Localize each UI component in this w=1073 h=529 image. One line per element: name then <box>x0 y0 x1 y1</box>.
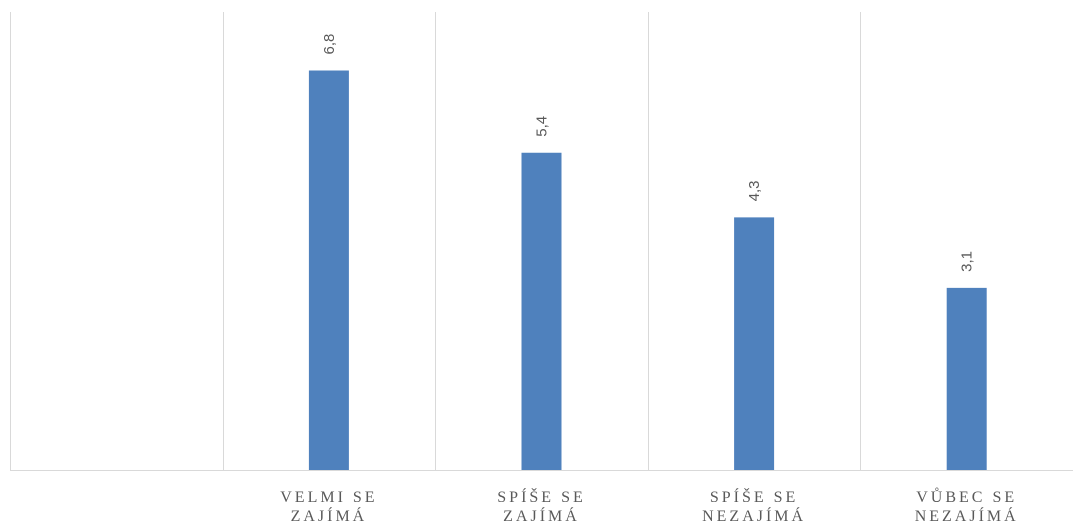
data-label: 4,3 <box>746 181 763 202</box>
x-tick-label-line: ZAJÍMÁ <box>291 506 368 525</box>
bar <box>946 287 987 470</box>
x-tick-label-line: NEZAJÍMÁ <box>915 506 1019 525</box>
bar <box>521 152 562 470</box>
vertical-gridlines <box>10 12 861 470</box>
data-label: 3,1 <box>959 251 976 272</box>
x-tick-label-line: VELMI SE <box>280 489 377 506</box>
bars <box>308 70 987 470</box>
x-tick-label: VELMI SE ZAJÍMÁ <box>280 489 377 525</box>
data-labels: 6,8 5,4 4,3 3,1 <box>321 34 976 272</box>
x-tick-label-line: VŮBEC SE <box>916 487 1017 506</box>
bar <box>308 70 349 470</box>
x-tick-label-line: SPÍŠE SE <box>497 487 585 506</box>
bar <box>734 217 775 470</box>
data-label: 6,8 <box>321 34 338 55</box>
x-tick-label-line: SPÍŠE SE <box>710 487 798 506</box>
data-label: 5,4 <box>534 116 551 137</box>
x-tick-label-line: ZAJÍMÁ <box>503 506 580 525</box>
x-tick-label-line: NEZAJÍMÁ <box>702 506 806 525</box>
x-tick-label: SPÍŠE SE NEZAJÍMÁ <box>702 487 806 525</box>
x-tick-label: SPÍŠE SE ZAJÍMÁ <box>497 487 585 525</box>
x-tick-label: VŮBEC SE NEZAJÍMÁ <box>915 487 1019 525</box>
